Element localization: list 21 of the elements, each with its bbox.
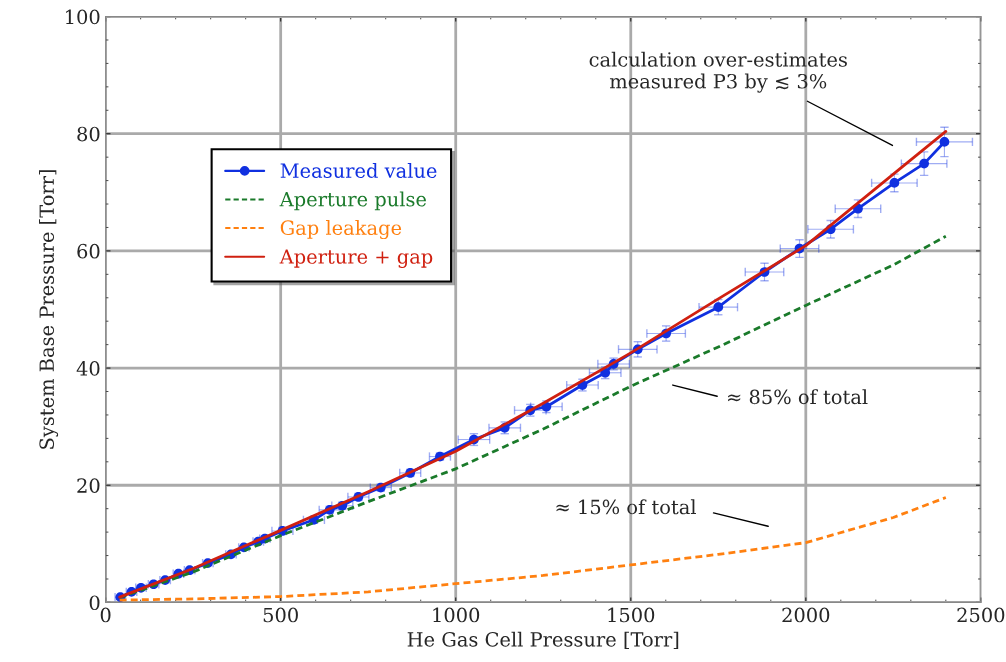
x-tick-label: 2000 — [782, 607, 830, 623]
annotation: ≈ 85% of total — [728, 389, 868, 405]
y-tick-label: 40 — [76, 361, 100, 376]
y-tick-label: 60 — [77, 243, 100, 259]
legend-label: Gap leakage — [280, 220, 402, 240]
y-tick-label: 20 — [77, 478, 100, 493]
y-tick-label: 100 — [66, 9, 100, 25]
x-tick-label: 500 — [263, 607, 298, 623]
y-axis-title: System Base Pressure [Torr] — [39, 170, 59, 449]
legend-label: Measured value — [280, 162, 437, 178]
x-axis-title: He Gas Cell Pressure [Torr] — [407, 631, 679, 649]
legend-label: Aperture pulse — [279, 191, 426, 211]
y-tick-label: 80 — [77, 126, 100, 142]
annotation: ≈ 15% of total — [556, 499, 696, 515]
x-tick-label: 2500 — [957, 607, 1005, 623]
x-tick-label: 1500 — [608, 607, 655, 623]
y-tick-label: 0 — [89, 595, 100, 611]
legend-label: Aperture + gap — [279, 249, 433, 268]
x-tick-label: 0 — [100, 607, 111, 623]
x-tick-label: 1000 — [433, 607, 480, 623]
annotation: calculation over-estimates measured P3 by ≲ 3% — [589, 51, 847, 93]
